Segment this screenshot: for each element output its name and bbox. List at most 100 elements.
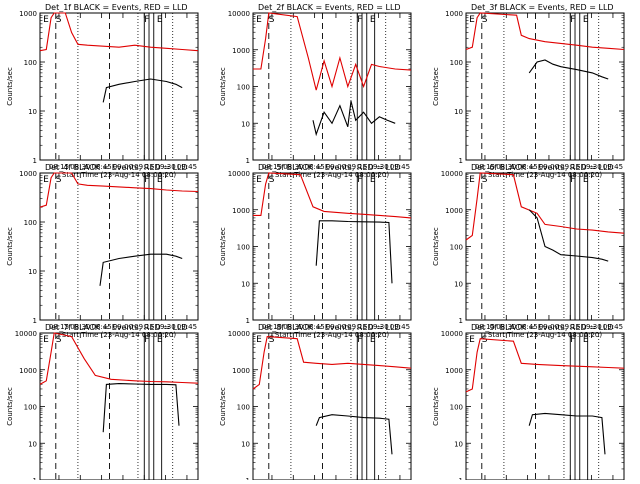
event-marker-label: S <box>269 335 275 345</box>
lld-rate-line <box>39 12 199 52</box>
event-marker-label: E <box>370 15 376 25</box>
y-tick-label: 10000 <box>441 330 463 338</box>
x-tick-label: 09:15 <box>347 163 367 171</box>
x-tick-label: 08:45 <box>518 323 538 331</box>
y-tick-label: 1000 <box>445 207 463 215</box>
event-marker-label: E <box>256 15 262 25</box>
event-marker-label: E <box>43 15 49 25</box>
chart-title: Det_5f BLACK = Events, RED = LLD <box>258 163 401 172</box>
y-axis-label: Counts/sec <box>219 227 227 266</box>
event-marker-label: F <box>570 15 575 25</box>
y-axis-label: Counts/sec <box>219 387 227 426</box>
chart-title: Det_4f BLACK = Events, RED = LLD <box>45 163 188 172</box>
events-rate-line <box>99 253 183 286</box>
chart-panel-2: Det_2f BLACK = Events, RED = LLD Counts/s… <box>219 3 412 179</box>
y-tick-label: 100 <box>237 244 250 252</box>
event-marker-label: E <box>469 175 475 185</box>
y-tick-label: 10 <box>28 108 37 116</box>
y-tick-label: 100 <box>237 404 250 412</box>
y-axis-label: Counts/sec <box>432 387 440 426</box>
chart-panel-4: Det_4f BLACK = Events, RED = LLD Counts/s… <box>6 163 199 339</box>
event-marker-label: E <box>469 15 475 25</box>
chart-title: Det_3f BLACK = Events, RED = LLD <box>471 3 614 12</box>
y-tick-label: 10000 <box>228 10 250 18</box>
y-tick-label: 1000 <box>445 367 463 375</box>
x-tick-label: 08:15 <box>49 323 69 331</box>
y-tick-label: 10000 <box>228 170 250 178</box>
chart-panel-8: Det_8f BLACK = Events, RED = LLD Counts/s… <box>219 323 412 484</box>
y-tick-label: 10000 <box>441 170 463 178</box>
y-tick-label: 1 <box>459 157 463 165</box>
event-marker-label: E <box>256 335 262 345</box>
y-tick-label: 100 <box>450 244 463 252</box>
x-tick-label: 08:30 <box>496 323 516 331</box>
y-tick-label: 100 <box>24 59 37 67</box>
chart-title: Det_9f BLACK = Events, RED = LLD <box>471 323 614 332</box>
events-rate-line <box>315 414 393 455</box>
x-tick-label: 09:15 <box>347 323 367 331</box>
plot-frame <box>252 172 412 321</box>
x-tick-label: 09:15 <box>134 163 154 171</box>
y-tick-label: 10 <box>454 440 463 448</box>
event-marker-label: E <box>256 175 262 185</box>
x-tick-label: 09:45 <box>390 163 410 171</box>
y-tick-label: 10 <box>241 440 250 448</box>
plot-frame <box>252 332 412 481</box>
event-marker-label: F <box>144 335 149 345</box>
y-axis-label: Counts/sec <box>219 67 227 106</box>
event-marker-label: E <box>157 175 163 185</box>
event-marker-label: F <box>357 335 362 345</box>
x-tick-label: 09:45 <box>603 163 623 171</box>
chart-panel-9: Det_9f BLACK = Events, RED = LLD Counts/s… <box>432 323 625 484</box>
x-tick-label: 09:00 <box>326 163 346 171</box>
x-tick-label: 08:15 <box>475 323 495 331</box>
y-tick-label: 1 <box>459 317 463 325</box>
y-tick-label: 1000 <box>445 10 463 18</box>
y-axis-label: Counts/sec <box>6 227 14 266</box>
y-tick-label: 10000 <box>15 330 37 338</box>
event-marker-label: E <box>43 335 49 345</box>
event-marker-label: E <box>43 175 49 185</box>
x-tick-label: 08:45 <box>92 323 112 331</box>
y-tick-label: 1000 <box>232 207 250 215</box>
y-tick-label: 10 <box>454 280 463 288</box>
y-tick-label: 1000 <box>19 10 37 18</box>
chart-title: Det_8f BLACK = Events, RED = LLD <box>258 323 401 332</box>
lld-rate-line <box>253 172 412 219</box>
x-tick-label: 09:15 <box>134 323 154 331</box>
x-tick-label: 08:15 <box>262 163 282 171</box>
y-tick-label: 100 <box>237 84 250 92</box>
event-marker-label: F <box>570 175 575 185</box>
y-tick-label: 1000 <box>19 367 37 375</box>
y-tick-label: 1000 <box>232 367 250 375</box>
x-tick-label: 08:30 <box>283 323 303 331</box>
x-tick-label: 08:45 <box>92 163 112 171</box>
y-axis-label: Counts/sec <box>432 227 440 266</box>
y-axis-label: Counts/sec <box>6 387 14 426</box>
y-tick-label: 1000 <box>232 47 250 55</box>
x-tick-label: 08:45 <box>305 323 325 331</box>
y-tick-label: 10 <box>454 108 463 116</box>
lld-rate-line <box>465 338 625 393</box>
chart-panel-6: Det_6f BLACK = Events, RED = LLD Counts/s… <box>432 163 625 339</box>
plot-frame <box>465 332 625 481</box>
y-tick-label: 100 <box>24 404 37 412</box>
x-tick-label: 08:45 <box>518 163 538 171</box>
y-tick-label: 100 <box>450 59 463 67</box>
y-tick-label: 10000 <box>228 330 250 338</box>
event-marker-label: S <box>56 335 62 345</box>
y-tick-label: 10 <box>241 280 250 288</box>
plot-frame <box>39 172 199 321</box>
y-tick-label: 10 <box>241 120 250 128</box>
x-axis-label: Start Time (23-Aug-14 08:06:20) <box>62 171 176 179</box>
event-marker-label: S <box>269 15 275 25</box>
chart-panel-1: Det_1f BLACK = Events, RED = LLD Counts/s… <box>6 3 199 179</box>
x-tick-label: 08:30 <box>70 163 90 171</box>
event-marker-label: E <box>583 15 589 25</box>
y-axis-label: Counts/sec <box>6 67 14 106</box>
x-tick-label: 08:15 <box>49 163 69 171</box>
y-tick-label: 100 <box>450 404 463 412</box>
x-tick-label: 09:30 <box>369 163 389 171</box>
